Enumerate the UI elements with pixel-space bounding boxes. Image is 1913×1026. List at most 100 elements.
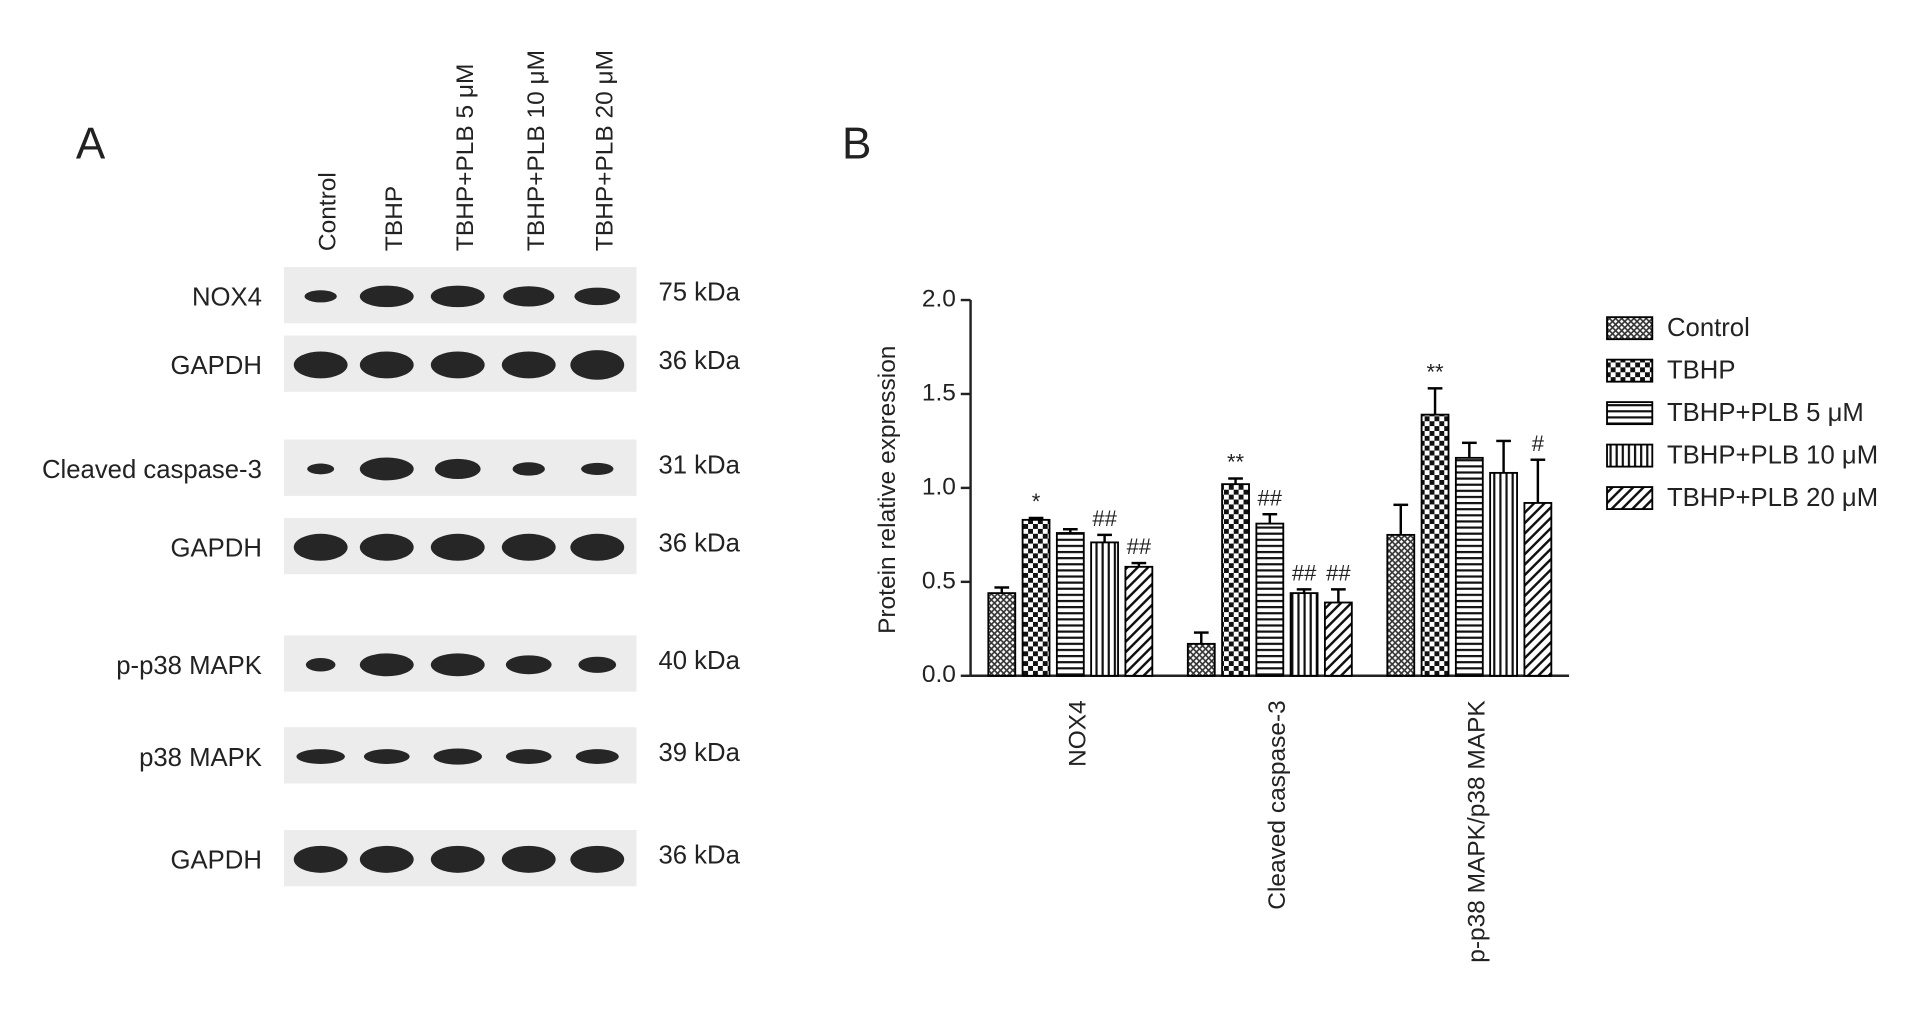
error-bar	[1028, 516, 1044, 520]
bar	[1255, 522, 1285, 677]
row-label: p-p38 MAPK	[116, 652, 262, 680]
significance-label: **	[1227, 450, 1245, 475]
bar	[1323, 601, 1353, 677]
error-bar	[1530, 458, 1546, 503]
blot-band	[430, 285, 485, 308]
blot-band	[430, 845, 485, 873]
lane-label: TBHP+PLB 20 μM	[591, 50, 618, 251]
row-label: NOX4	[192, 284, 262, 312]
legend-label: Control	[1667, 314, 1750, 342]
lane-label: TBHP+PLB 10 μM	[523, 50, 550, 251]
size-label: 75 kDa	[658, 279, 740, 307]
blot-band	[305, 658, 336, 672]
blot-band	[296, 749, 345, 764]
bar	[1124, 565, 1154, 677]
panel-label: B	[842, 120, 871, 169]
legend-swatch	[1606, 486, 1654, 511]
blot-band	[293, 845, 348, 873]
blot-band	[430, 351, 485, 379]
significance-label: **	[1426, 359, 1444, 384]
blot-band	[293, 533, 348, 561]
legend-swatch	[1606, 316, 1654, 341]
error-bar	[994, 586, 1010, 594]
bar	[1489, 471, 1518, 677]
significance-label: *	[1032, 489, 1041, 514]
blot-band	[505, 749, 552, 764]
lane-label: TBHP	[381, 186, 408, 251]
y-tick-label: 0.5	[922, 567, 956, 594]
row-label: GAPDH	[171, 352, 262, 380]
blot-band	[304, 290, 337, 303]
legend-label: TBHP+PLB 10 μM	[1667, 442, 1878, 470]
blot-band	[307, 463, 335, 475]
bar	[1289, 592, 1319, 677]
blot-band	[359, 457, 414, 481]
significance-label: ##	[1127, 534, 1152, 559]
lane-label: TBHP+PLB 5 μM	[452, 64, 479, 251]
blot-band	[570, 350, 625, 380]
error-bar	[1393, 503, 1409, 535]
significance-label: #	[1532, 431, 1545, 456]
y-tick-label: 1.0	[922, 473, 956, 500]
bar	[1021, 518, 1051, 677]
lane-label: Control	[315, 172, 342, 251]
legend-swatch	[1606, 401, 1654, 426]
blot-band	[430, 533, 485, 561]
size-label: 39 kDa	[658, 739, 740, 767]
size-label: 40 kDa	[658, 647, 740, 675]
y-tick-label: 0.0	[922, 661, 956, 688]
bar	[1386, 533, 1416, 677]
legend-label: TBHP+PLB 20 μM	[1667, 484, 1878, 512]
blot-band	[501, 845, 556, 873]
y-axis-title: Protein relative expression	[874, 346, 901, 634]
significance-label: ##	[1092, 506, 1117, 531]
blot-band	[359, 653, 414, 677]
significance-label: ##	[1326, 560, 1351, 585]
blot-band	[512, 462, 545, 476]
blot-band	[581, 462, 614, 475]
blot-band	[359, 533, 414, 561]
significance-label: ##	[1292, 560, 1317, 585]
error-bar	[1228, 477, 1243, 485]
bar	[1523, 502, 1553, 677]
bar	[1186, 642, 1216, 677]
blot-band	[363, 749, 410, 764]
legend-swatch	[1606, 358, 1654, 383]
blot-band	[433, 748, 482, 765]
bar	[1090, 541, 1119, 677]
significance-label: ##	[1258, 485, 1283, 510]
blot-band	[430, 653, 485, 677]
blot-band	[501, 533, 556, 561]
error-bar	[1331, 588, 1346, 603]
blot-band	[574, 287, 621, 306]
row-label: GAPDH	[171, 534, 262, 562]
bar	[1055, 532, 1085, 677]
x-tick-label: NOX4	[1064, 700, 1091, 767]
blot-band	[293, 351, 348, 379]
blot-band	[570, 845, 625, 873]
error-bar	[1262, 512, 1278, 524]
size-label: 31 kDa	[658, 451, 740, 479]
x-tick-label: Cleaved caspase-3	[1264, 700, 1291, 909]
error-bar	[1427, 387, 1443, 415]
blot-band	[575, 749, 619, 764]
legend-label: TBHP+PLB 5 μM	[1667, 399, 1864, 427]
bar	[1420, 413, 1450, 677]
size-label: 36 kDa	[658, 842, 740, 870]
blot-band	[503, 286, 555, 307]
x-tick-label: p-p38 MAPK/p38 MAPK	[1463, 700, 1490, 963]
bar	[1221, 483, 1250, 677]
row-label: Cleaved caspase-3	[42, 456, 262, 484]
panel-label: A	[76, 120, 106, 169]
legend-swatch	[1606, 443, 1654, 468]
error-bar	[1193, 631, 1209, 644]
blot-band	[578, 656, 617, 673]
blot-band	[359, 845, 414, 873]
y-tick-label: 2.0	[922, 286, 956, 313]
error-bar	[1131, 561, 1147, 567]
blot-band	[501, 351, 556, 379]
blot-band	[359, 351, 414, 379]
row-label: p38 MAPK	[139, 744, 262, 772]
